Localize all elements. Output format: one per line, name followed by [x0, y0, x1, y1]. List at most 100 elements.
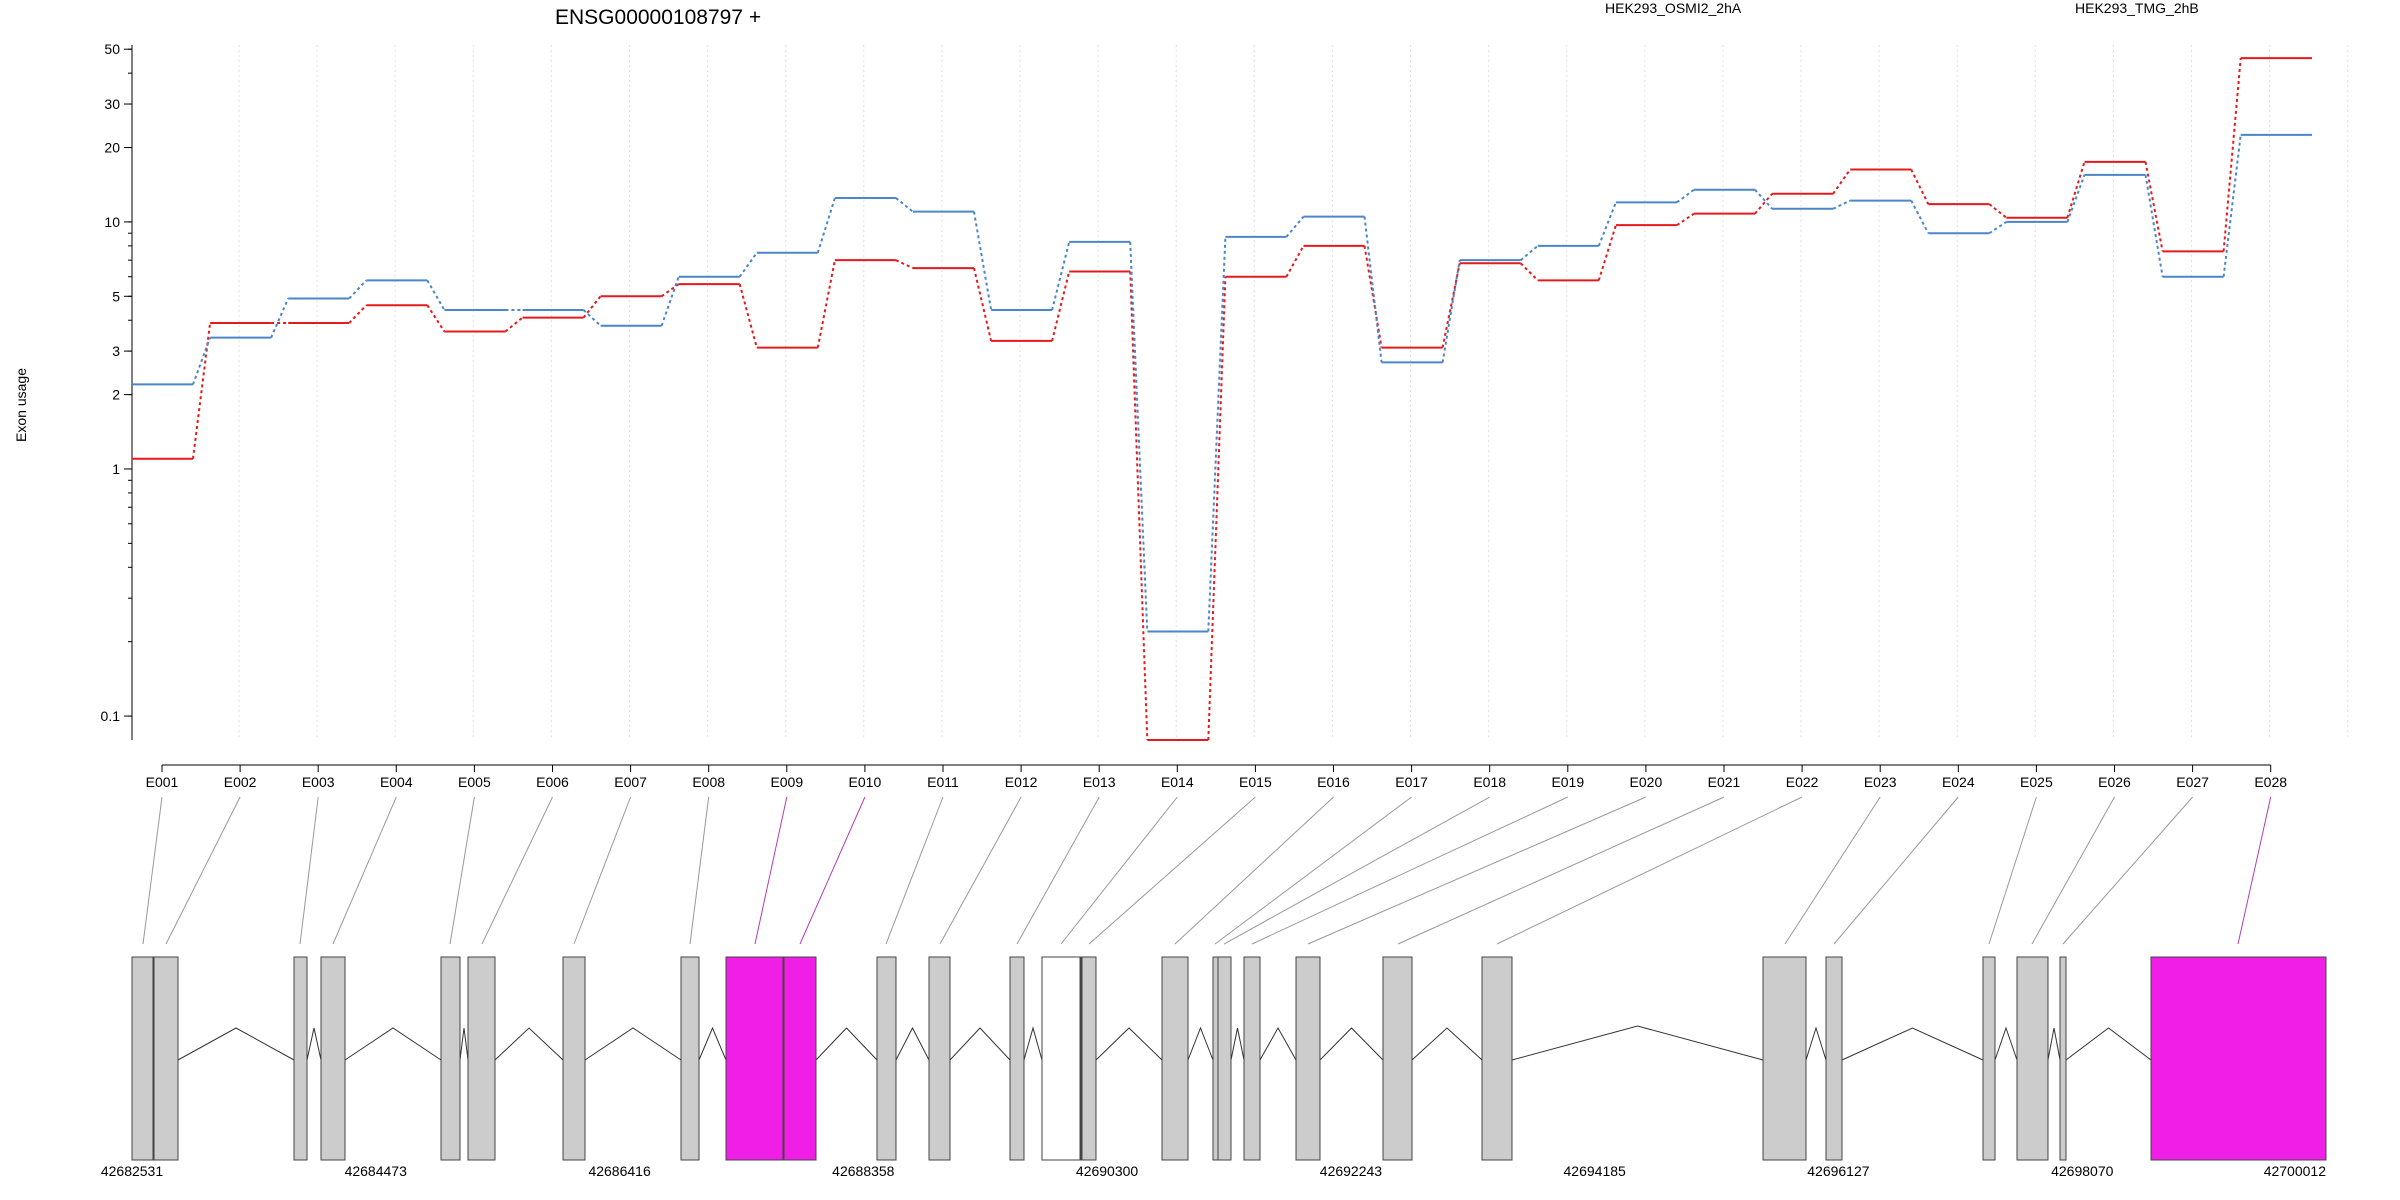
- series-connector: [582, 295, 602, 319]
- y-tick-label: 20: [104, 140, 120, 156]
- y-tick-label: 3: [112, 343, 120, 359]
- connector-line: [1307, 796, 1647, 945]
- series-connector: [816, 259, 836, 348]
- x-tick-label: E010: [849, 774, 882, 790]
- x-tick-label: E011: [927, 774, 959, 790]
- gene-model: [131, 956, 2327, 1161]
- x-tick-label: E022: [1786, 774, 1819, 790]
- series-connector: [1676, 188, 1695, 204]
- x-tick-label: E025: [2020, 774, 2053, 790]
- connector-line: [299, 796, 319, 945]
- series-connector: [1988, 221, 2007, 235]
- series-connector: [270, 298, 290, 339]
- legend-tmg: HEK293_TMG_2hB: [2075, 0, 2199, 16]
- connector-line: [939, 796, 1022, 945]
- x-tick-label: E012: [1005, 774, 1038, 790]
- series-connector: [2144, 174, 2164, 277]
- x-tick-label: E018: [1473, 774, 1506, 790]
- x-tick-label: E020: [1630, 774, 1663, 790]
- x-tick-label: E014: [1161, 774, 1194, 790]
- series-connector: [1520, 245, 1539, 261]
- intron: [494, 1027, 564, 1061]
- x-tick-label: E026: [2098, 774, 2131, 790]
- intron: [949, 1027, 1011, 1061]
- connector-line: [689, 796, 710, 945]
- intron: [177, 1027, 295, 1061]
- connector-line: [1496, 796, 1803, 945]
- intron: [459, 1027, 469, 1061]
- x-tick-label: E004: [380, 774, 413, 790]
- exon-box: [320, 956, 346, 1161]
- coordinate-label: 42688358: [832, 1163, 895, 1179]
- connector-line: [1988, 796, 2037, 945]
- coordinate-label: 42698070: [2051, 1163, 2114, 1179]
- series-connector: [1910, 200, 1930, 234]
- intron: [1230, 1027, 1245, 1061]
- series-connector: [816, 197, 836, 254]
- connector-line: [2237, 796, 2272, 945]
- series-connector: [1207, 276, 1227, 741]
- x-tick-label: E027: [2176, 774, 2209, 790]
- series-connector: [973, 267, 993, 342]
- intron: [584, 1027, 682, 1061]
- coordinate-label: 42690300: [1076, 1163, 1139, 1179]
- y-tick-label: 1: [112, 461, 120, 477]
- series-connector: [738, 283, 758, 348]
- x-tick-label: E023: [1864, 774, 1897, 790]
- series-connector: [1988, 203, 2008, 219]
- series-connector: [973, 211, 993, 311]
- connector-line: [1088, 796, 1256, 945]
- series-connector: [1597, 201, 1617, 247]
- series-connector: [348, 304, 368, 324]
- y-tick-label: 2: [112, 387, 120, 403]
- series-connector: [1676, 212, 1695, 227]
- connector-line: [1397, 796, 1725, 945]
- genomic-coordinates: 42682531 42684473 42686416 42688358 42690300…: [101, 1163, 2326, 1179]
- connector-line: [799, 796, 866, 945]
- x-tick-label: E007: [614, 774, 647, 790]
- x-tick-label: E024: [1942, 774, 1975, 790]
- exon-box: [153, 956, 179, 1161]
- intron: [1259, 1026, 1297, 1061]
- axes: 0.1 1 2 3 5 10 20 30 50 E001 E002 E003 E004 E005 E006 E…: [101, 41, 2288, 790]
- exon-box: [2059, 956, 2067, 1161]
- connector-line: [449, 796, 475, 945]
- series-connector: [738, 252, 758, 278]
- intron: [698, 1026, 727, 1061]
- exon-box: [1295, 956, 1321, 1161]
- exon-box: [1481, 956, 1513, 1161]
- exon-box: [1243, 956, 1261, 1161]
- series-connector: [1754, 189, 1773, 210]
- connector-line: [885, 796, 944, 945]
- intron: [1994, 1026, 2018, 1061]
- series-connector: [2222, 58, 2242, 252]
- series-connector: [2066, 174, 2086, 223]
- series-HEK293_OSMI2_2hA: [132, 57, 2312, 741]
- intron: [344, 1027, 442, 1061]
- y-tick-label: 0.1: [101, 708, 121, 724]
- exon-box: [1081, 956, 1097, 1161]
- series-connector: [426, 279, 446, 311]
- series-connector: [504, 316, 524, 333]
- x-tick-label: E019: [1551, 774, 1584, 790]
- connector-line: [332, 796, 397, 945]
- exon-box: [2016, 956, 2049, 1161]
- series-connector: [660, 276, 680, 327]
- coordinate-label: 42694185: [1564, 1163, 1627, 1179]
- series-connector: [1285, 216, 1305, 238]
- y-axis-label: Exon usage: [13, 368, 29, 442]
- series-connector: [2066, 161, 2086, 218]
- coordinate-label: 42700012: [2264, 1163, 2327, 1179]
- series-connector: [2222, 134, 2242, 277]
- intron: [1187, 1026, 1214, 1061]
- x-tick-label: E016: [1317, 774, 1350, 790]
- gridlines: [238, 45, 2349, 740]
- exon-box: [1212, 956, 1219, 1161]
- intron: [1805, 1026, 1827, 1061]
- series-connector: [1832, 168, 1852, 195]
- connector-line: [2031, 796, 2115, 945]
- coordinate-label: 42692243: [1320, 1163, 1383, 1179]
- exon-box: [1041, 956, 1081, 1161]
- exon-box: [1825, 956, 1843, 1161]
- y-tick-label: 10: [104, 214, 120, 230]
